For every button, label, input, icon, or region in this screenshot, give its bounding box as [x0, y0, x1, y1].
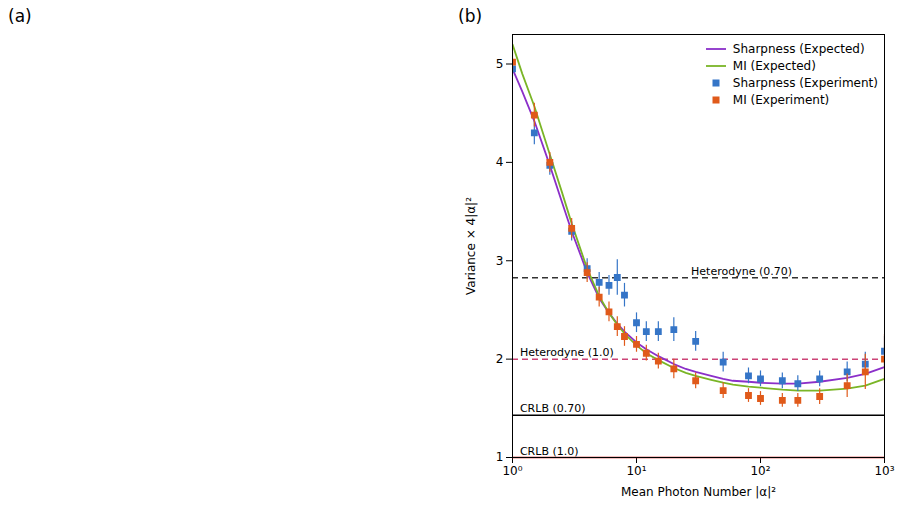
svg-text:10²: 10²	[750, 464, 770, 478]
svg-text:CRLB (1.0): CRLB (1.0)	[520, 445, 579, 458]
svg-text:10⁰: 10⁰	[502, 464, 522, 478]
svg-text:3: 3	[496, 254, 504, 268]
html-text:MI (Expected): MI (Expected)	[732, 58, 816, 73]
svg-text:10³: 10³	[874, 464, 894, 478]
svg-text:1: 1	[496, 450, 504, 464]
svg-text:CRLB (0.70): CRLB (0.70)	[520, 402, 586, 415]
html-text:MI (Experiment): MI (Experiment)	[732, 92, 830, 107]
svg-text:Variance × 4|α|²: Variance × 4|α|²	[464, 197, 478, 295]
svg-text:Mean Photon Number |α|²: Mean Photon Number |α|²	[621, 485, 776, 499]
svg-text:2: 2	[496, 352, 504, 366]
html-text:Sharpness (Experiment): Sharpness (Experiment)	[732, 75, 878, 90]
html-text:(a): (a)	[8, 6, 32, 26]
svg-text:Heterodyne (0.70): Heterodyne (0.70)	[691, 265, 792, 278]
svg-text:10¹: 10¹	[626, 464, 646, 478]
svg-text:5: 5	[496, 57, 504, 71]
svg-text:Heterodyne (1.0): Heterodyne (1.0)	[520, 346, 614, 359]
html-text:(b): (b)	[458, 6, 483, 26]
svg-text:4: 4	[496, 155, 504, 169]
html-text:Sharpness (Expected): Sharpness (Expected)	[732, 41, 865, 56]
